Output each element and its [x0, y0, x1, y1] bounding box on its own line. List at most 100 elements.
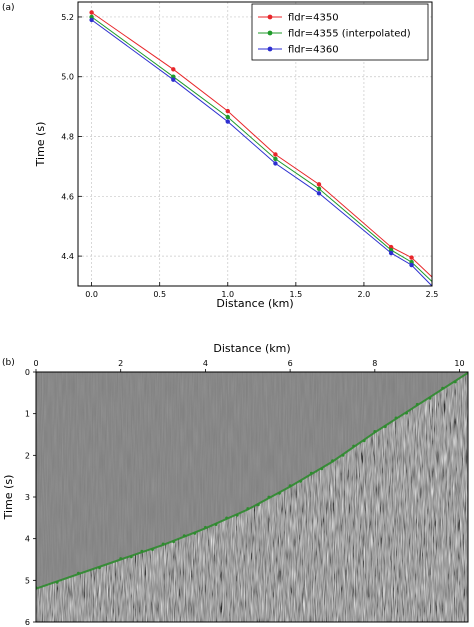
pick-marker	[331, 459, 334, 462]
pick-marker	[55, 581, 59, 584]
series-point	[388, 250, 394, 256]
pick-marker	[341, 453, 345, 457]
chart-a-series	[89, 10, 433, 287]
pick-marker	[362, 439, 366, 443]
pick-marker	[453, 380, 457, 384]
x-tick-label: 0.0	[85, 290, 98, 299]
chart-b-y-label: Time (s)	[2, 475, 15, 521]
series-point	[225, 108, 230, 114]
pick-marker	[204, 525, 207, 529]
series-point	[273, 152, 278, 157]
pick-marker	[320, 467, 324, 471]
pick-marker	[267, 495, 271, 499]
x-tick-label: 2.5	[426, 290, 439, 299]
series-point	[409, 262, 414, 268]
x-tick-label: 10	[454, 359, 464, 368]
legend-items: fldr=4350 fldr=4355 (interpolated) fldr=43…	[258, 13, 411, 56]
legend-swatch-marker	[267, 14, 273, 20]
series-point	[316, 191, 322, 196]
x-tick-label: 8	[372, 359, 377, 368]
series-point	[171, 67, 176, 72]
pick-marker	[405, 411, 408, 415]
series-point	[316, 182, 322, 187]
pick-marker	[309, 471, 313, 475]
pick-marker	[257, 503, 260, 507]
y-tick-label: 6	[25, 618, 30, 627]
first-break-pick	[36, 372, 468, 590]
pick-marker	[441, 386, 444, 390]
chart-a-legend: fldr=4350 fldr=4355 (interpolated) fldr=43…	[251, 3, 429, 61]
pick-marker	[193, 532, 197, 535]
seismic-image	[36, 372, 468, 622]
pick-marker	[77, 571, 80, 575]
pick-marker	[161, 542, 165, 546]
series-point	[225, 119, 230, 124]
chart-a-frame	[77, 1, 433, 287]
chart-a-y-label: Time (s)	[34, 122, 47, 168]
series-point	[273, 156, 278, 162]
y-tick-label: 4.6	[61, 192, 74, 201]
pick-marker	[235, 513, 239, 517]
pick-marker	[246, 507, 250, 510]
chart-b-y-ticks: 0 1 2 3 4 5 6	[25, 368, 36, 627]
x-tick-label: 1.0	[221, 290, 234, 299]
pick-marker	[373, 430, 377, 433]
legend-box	[251, 3, 429, 61]
y-tick-label: 2	[25, 451, 30, 460]
chart-a-x-label: Distance (km)	[216, 297, 293, 310]
legend-swatch-marker	[267, 46, 273, 52]
pick-marker	[394, 416, 398, 420]
pick-marker	[288, 484, 292, 487]
series-point	[273, 161, 278, 166]
series-point	[225, 114, 230, 120]
y-tick-label: 0	[25, 368, 30, 377]
x-tick-label: 0.5	[153, 290, 166, 299]
y-tick-label: 4.8	[61, 133, 74, 142]
series-line-2	[91, 19, 433, 287]
pick-marker	[129, 555, 133, 559]
pick-marker	[172, 540, 176, 544]
pick-marker	[352, 444, 355, 448]
series-line-0	[91, 12, 433, 278]
series-point	[409, 255, 414, 260]
pick-marker	[278, 491, 281, 495]
x-tick-label: 6	[288, 359, 293, 368]
legend-swatch-marker	[267, 30, 273, 36]
pick-marker	[299, 479, 303, 483]
pick-marker	[151, 548, 154, 551]
chart-a-x-ticks: 0.0 0.5 1.0 1.5 2.0 2.5	[85, 282, 438, 299]
panel-label-b: (b)	[2, 358, 15, 368]
legend-entry: fldr=4350	[288, 13, 339, 24]
y-tick-label: 3	[25, 493, 30, 502]
y-tick-label: 5	[25, 576, 30, 585]
chart-b: (b) Distance (km) Time (s) 0 2 4 6 8 10 0 1 2 3 4…	[2, 342, 469, 627]
x-tick-label: 4	[203, 359, 208, 368]
pick-marker	[428, 396, 432, 400]
y-tick-label: 5.0	[61, 73, 74, 82]
x-tick-label: 0	[33, 359, 38, 368]
pick-marker	[182, 534, 186, 537]
y-tick-label: 4	[25, 535, 30, 544]
chart-b-x-label: Distance (km)	[213, 342, 290, 355]
y-tick-label: 4.4	[61, 252, 74, 261]
series-line-1	[91, 16, 433, 282]
pick-marker	[384, 425, 387, 428]
chart-a-y-ticks: 4.4 4.6 4.8 5.0 5.2	[61, 13, 82, 261]
series-point	[171, 77, 176, 82]
panel-label-a: (a)	[2, 3, 15, 13]
series-point	[316, 186, 322, 192]
y-tick-label: 1	[25, 410, 30, 419]
y-tick-label: 5.2	[61, 13, 74, 22]
x-tick-label: 1.5	[289, 290, 302, 299]
x-tick-label: 2	[118, 359, 123, 368]
x-tick-label: 2.0	[358, 290, 371, 299]
chart-a: (a) 0.0 0.5 1.0 1.5 2.0 2.5 4.4 4.6 4.8 5.0 5.2 D…	[2, 1, 438, 310]
legend-entry: fldr=4355 (interpolated)	[288, 29, 411, 40]
pick-marker	[225, 516, 229, 520]
pick-marker	[119, 557, 123, 560]
chart-b-x-ticks: 0 2 4 6 8 10	[33, 359, 465, 372]
legend-entry: fldr=4360	[288, 45, 339, 56]
pick-marker	[140, 549, 144, 553]
pick-marker	[214, 523, 218, 526]
